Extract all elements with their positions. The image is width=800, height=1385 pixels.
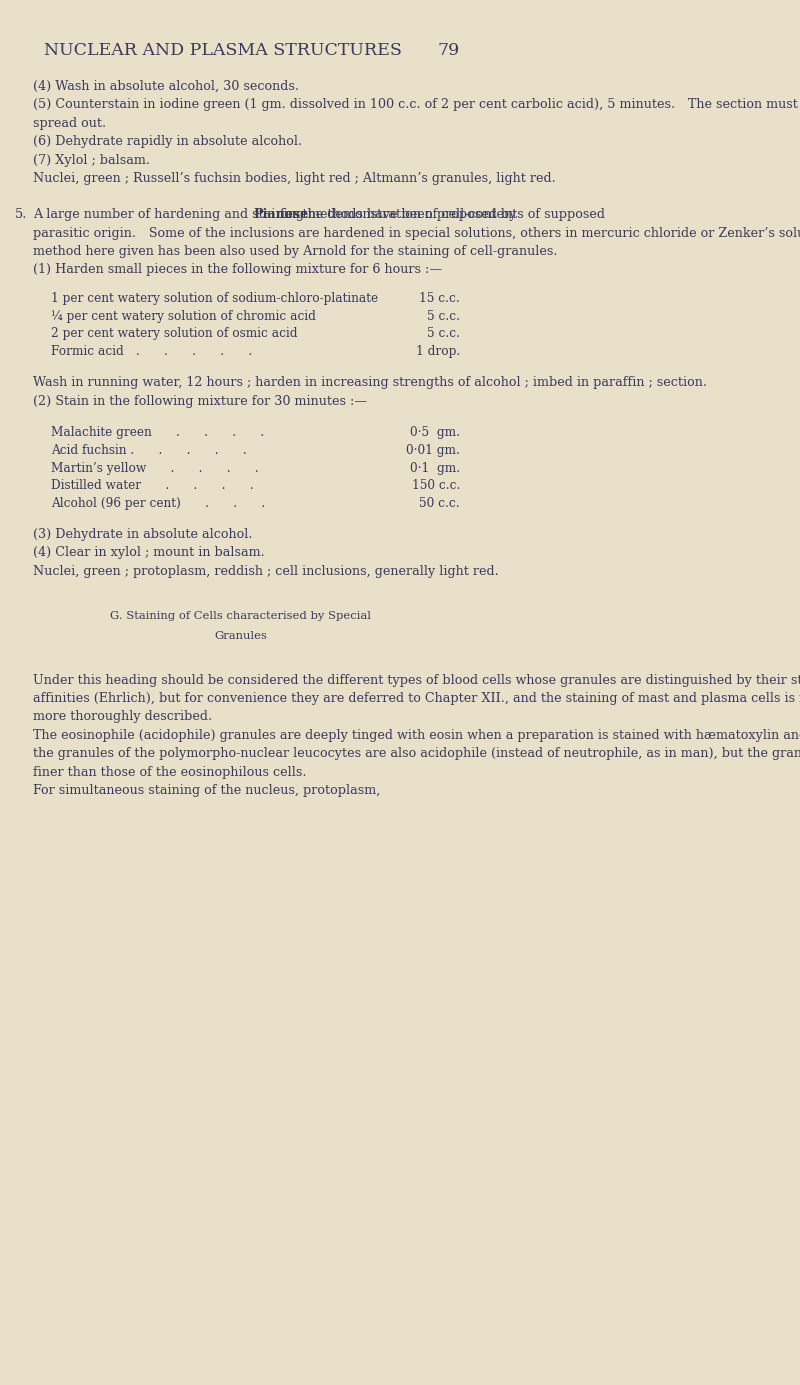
Text: Granules: Granules xyxy=(214,632,267,641)
Text: 0·1  gm.: 0·1 gm. xyxy=(410,461,460,475)
Text: For simultaneous staining of the nucleus, protoplasm,: For simultaneous staining of the nucleus… xyxy=(33,784,381,796)
Text: (2) Stain in the following mixture for 30 minutes :—: (2) Stain in the following mixture for 3… xyxy=(33,395,367,407)
Text: (5) Counterstain in iodine green (1 gm. dissolved in 100 c.c. of 2 per cent carb: (5) Counterstain in iodine green (1 gm. … xyxy=(33,98,800,111)
Text: Pianese: Pianese xyxy=(254,208,309,222)
Text: Nuclei, green ; protoplasm, reddish ; cell inclusions, generally light red.: Nuclei, green ; protoplasm, reddish ; ce… xyxy=(33,565,499,578)
Text: A large number of hardening and staining methods have been proposed by: A large number of hardening and staining… xyxy=(33,208,517,222)
Text: G. Staining of Cells characterised by Special: G. Staining of Cells characterised by Sp… xyxy=(110,611,371,622)
Text: 50 c.c.: 50 c.c. xyxy=(419,497,460,510)
Text: Nuclei, green ; Russell’s fuchsin bodies, light red ; Altmann’s granules, light : Nuclei, green ; Russell’s fuchsin bodies… xyxy=(33,172,556,186)
Text: 150 c.c.: 150 c.c. xyxy=(412,479,460,493)
Text: (4) Clear in xylol ; mount in balsam.: (4) Clear in xylol ; mount in balsam. xyxy=(33,547,265,560)
Text: (1) Harden small pieces in the following mixture for 6 hours :—: (1) Harden small pieces in the following… xyxy=(33,263,442,277)
Text: Acid fuchsin .  .  .  .  .: Acid fuchsin . . . . . xyxy=(51,443,247,457)
Text: spread out.: spread out. xyxy=(33,116,106,130)
Text: the granules of the polymorpho-nuclear leucocytes are also acidophile (instead o: the granules of the polymorpho-nuclear l… xyxy=(33,747,800,760)
Text: 2 per cent watery solution of osmic acid: 2 per cent watery solution of osmic acid xyxy=(51,327,298,341)
Text: 1 drop.: 1 drop. xyxy=(416,345,460,359)
Text: (3) Dehydrate in absolute alcohol.: (3) Dehydrate in absolute alcohol. xyxy=(33,528,253,542)
Text: 5.: 5. xyxy=(15,208,27,222)
Text: ¼ per cent watery solution of chromic acid: ¼ per cent watery solution of chromic ac… xyxy=(51,310,316,323)
Text: 5 c.c.: 5 c.c. xyxy=(427,310,460,323)
Text: 15 c.c.: 15 c.c. xyxy=(419,292,460,305)
Text: 1 per cent watery solution of sodium-chloro-platinate: 1 per cent watery solution of sodium-chl… xyxy=(51,292,378,305)
Text: Wash in running water, 12 hours ; harden in increasing strengths of alcohol ; im: Wash in running water, 12 hours ; harden… xyxy=(33,377,707,389)
Text: 5 c.c.: 5 c.c. xyxy=(427,327,460,341)
Text: Alcohol (96 per cent)  .  .  .: Alcohol (96 per cent) . . . xyxy=(51,497,266,510)
Text: parasitic origin. Some of the inclusions are hardened in special solutions, othe: parasitic origin. Some of the inclusions… xyxy=(33,227,800,240)
Text: 0·5  gm.: 0·5 gm. xyxy=(410,427,460,439)
Text: finer than those of the eosinophilous cells.: finer than those of the eosinophilous ce… xyxy=(33,766,306,778)
Text: Martin’s yellow  .  .  .  .: Martin’s yellow . . . . xyxy=(51,461,259,475)
Text: The eosinophile (acidophile) granules are deeply tinged with eosin when a prepar: The eosinophile (acidophile) granules ar… xyxy=(33,729,800,742)
Text: more thoroughly described.: more thoroughly described. xyxy=(33,711,212,723)
Text: for the demonstration of cell-contents of supposed: for the demonstration of cell-contents o… xyxy=(276,208,605,222)
Text: Formic acid .  .  .  .  .: Formic acid . . . . . xyxy=(51,345,252,359)
Text: 0·01 gm.: 0·01 gm. xyxy=(406,443,460,457)
Text: Malachite green  .  .  .  .: Malachite green . . . . xyxy=(51,427,264,439)
Text: (7) Xylol ; balsam.: (7) Xylol ; balsam. xyxy=(33,154,150,166)
Text: affinities (Ehrlich), but for convenience they are deferred to Chapter XII., and: affinities (Ehrlich), but for convenienc… xyxy=(33,692,800,705)
Text: NUCLEAR AND PLASMA STRUCTURES: NUCLEAR AND PLASMA STRUCTURES xyxy=(43,42,402,60)
Text: Under this heading should be considered the different types of blood cells whose: Under this heading should be considered … xyxy=(33,673,800,687)
Text: Distilled water  .  .  .  .: Distilled water . . . . xyxy=(51,479,254,493)
Text: (4) Wash in absolute alcohol, 30 seconds.: (4) Wash in absolute alcohol, 30 seconds… xyxy=(33,80,299,93)
Text: 79: 79 xyxy=(438,42,460,60)
Text: method here given has been also used by Arnold for the staining of cell-granules: method here given has been also used by … xyxy=(33,245,558,258)
Text: (6) Dehydrate rapidly in absolute alcohol.: (6) Dehydrate rapidly in absolute alcoho… xyxy=(33,136,302,148)
